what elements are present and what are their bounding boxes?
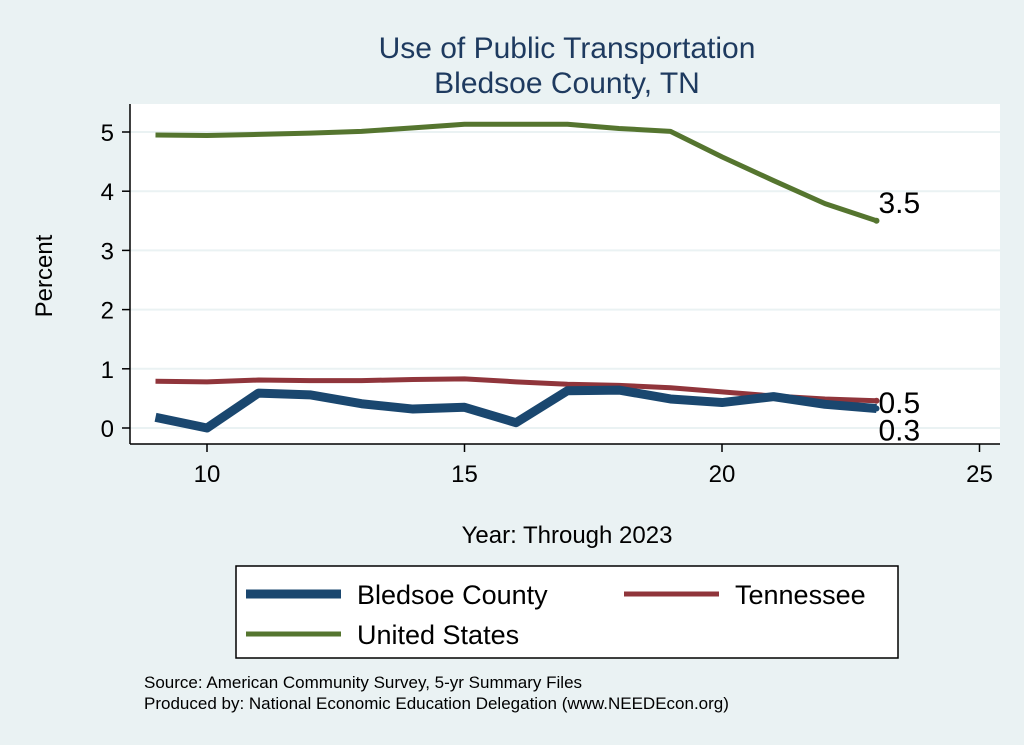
end-point	[873, 397, 880, 404]
x-tick-label: 25	[966, 461, 993, 488]
series-line-united-states	[155, 121, 878, 224]
chart-title: Use of Public Transportation	[379, 32, 756, 65]
y-tick-label: 3	[101, 238, 114, 265]
series-line-bledsoe-county	[154, 385, 877, 433]
chart-subtitle: Bledsoe County, TN	[434, 67, 700, 100]
y-tick-label: 2	[101, 298, 114, 325]
end-point	[873, 217, 880, 224]
legend	[235, 565, 899, 659]
end-label: 3.5	[879, 187, 921, 220]
x-tick-label: 10	[194, 461, 221, 488]
y-tick-label: 5	[101, 120, 114, 147]
x-tick-label: 15	[451, 461, 478, 488]
y-tick-label: 1	[101, 357, 114, 384]
x-axis-label: Year: Through 2023	[462, 522, 673, 549]
y-tick-label: 0	[101, 416, 114, 443]
end-point	[873, 405, 880, 412]
y-axis-label: Percent	[31, 234, 58, 317]
produced-by-note: Produced by: National Economic Education…	[144, 694, 729, 713]
end-label: 0.3	[879, 414, 921, 447]
legend-label: Tennessee	[735, 580, 866, 610]
end-label: 0.5	[879, 387, 921, 420]
x-tick-label: 20	[709, 461, 736, 488]
y-tick-label: 4	[101, 179, 114, 206]
source-note: Source: American Community Survey, 5-yr …	[144, 673, 582, 692]
legend-label: Bledsoe County	[357, 580, 548, 610]
legend-label: United States	[357, 620, 519, 650]
